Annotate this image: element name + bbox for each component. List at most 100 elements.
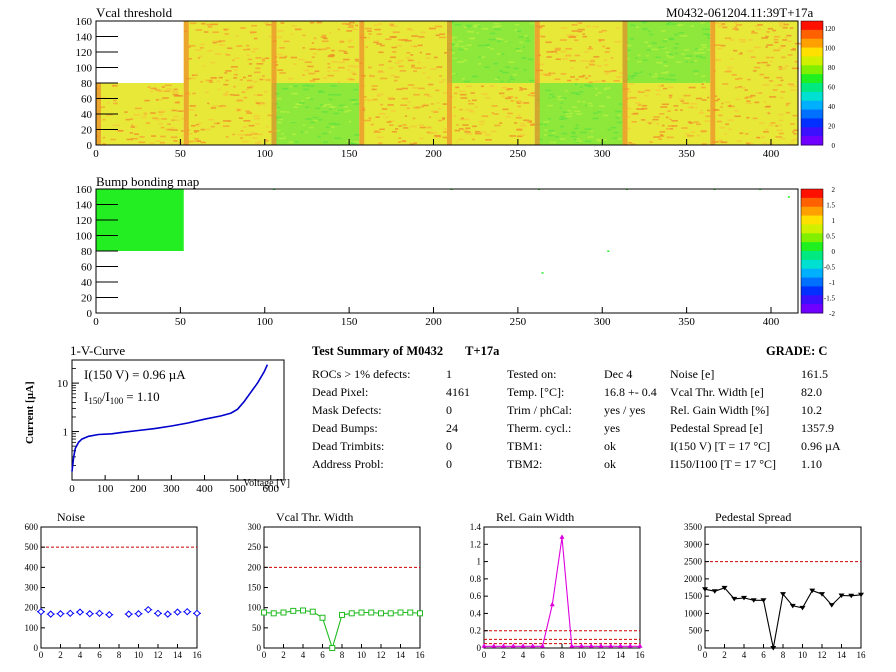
pixel-speckle [401,87,408,90]
test-row: Therm. cycl.: yes [507,419,657,437]
pixel-speckle [783,23,789,26]
roc-edge [534,21,540,83]
pixel-speckle [345,23,351,25]
pixel-speckle [385,116,389,119]
pixel-speckle [100,96,107,99]
gain-width-point [559,534,565,539]
pixel-speckle [343,58,350,61]
pixel-speckle [724,133,727,135]
pixel-speckle [575,141,580,143]
pixel-speckle [146,122,151,124]
pixel-speckle [177,110,184,112]
pixel-speckle [560,102,564,104]
pedestal-point [799,605,806,611]
pixel-speckle [420,31,426,34]
pixel-speckle [517,30,522,33]
pixel-speckle [675,61,682,63]
pixel-speckle [216,122,220,125]
pixel-speckle [793,132,797,135]
pixel-speckle [615,110,622,113]
pixel-speckle [736,140,742,142]
pixel-speckle [218,76,223,79]
roc-edge [183,83,189,145]
pixel-speckle [605,87,611,89]
bump-x-tick-label: 300 [594,316,611,328]
pixel-speckle [504,97,512,100]
pixel-speckle [580,86,583,88]
pixel-speckle [567,110,572,112]
pixel-speckle [343,50,347,53]
pixel-speckle [668,38,675,41]
vcal-width-frame [263,526,421,649]
gain-width-point [540,643,545,648]
pixel-speckle [764,35,769,38]
pixel-speckle [418,36,425,38]
pixel-speckle [403,127,409,129]
vcal-palette-cell [801,136,823,146]
pixel-speckle [746,116,750,119]
pedestal-title: Pedestal Spread [715,510,791,524]
bump-x-tick-label: 350 [678,316,695,328]
pixel-speckle [763,142,767,145]
pixel-speckle [578,75,584,78]
pixel-speckle [720,106,723,108]
pedestal-x-tick-label: 0 [703,650,708,660]
gain-width-y-tick-label: 0.4 [470,608,482,618]
iv-y-tick-label: 1 [63,427,69,439]
pixel-speckle [264,57,270,60]
pixel-speckle [129,132,134,134]
pixel-speckle [435,89,440,92]
pixel-speckle [225,79,229,82]
pixel-speckle [229,93,234,96]
pixel-speckle [766,105,771,108]
pixel-speckle [422,66,427,69]
pixel-speckle [641,107,648,110]
pixel-speckle [751,32,758,34]
pixel-speckle [287,77,294,80]
pedestal-point [731,596,738,602]
pixel-speckle [514,122,518,124]
pixel-speckle [577,30,583,33]
pixel-speckle [236,99,244,102]
pixel-speckle [687,135,694,137]
pixel-speckle [594,80,601,83]
pixel-speckle [629,83,634,85]
pixel-speckle [718,114,723,117]
pixel-speckle [249,30,256,33]
pixel-speckle [588,62,594,65]
pixel-speckle [780,91,786,93]
pixel-speckle [253,37,258,40]
pixel-speckle [721,102,724,105]
pixel-speckle [664,78,671,81]
pixel-speckle [685,60,689,63]
pixel-speckle [215,40,222,43]
pixel-speckle [276,97,282,100]
pixel-speckle [207,50,213,52]
pixel-speckle [574,127,579,130]
pixel-speckle [265,23,272,26]
pixel-speckle [464,80,471,83]
vcal-width-x-tick-label: 0 [262,650,267,660]
pixel-speckle [651,48,659,51]
pixel-speckle [304,61,312,63]
pixel-speckle [457,138,464,141]
pixel-speckle [642,104,647,107]
pixel-speckle [770,60,773,63]
pixel-speckle [249,132,256,134]
pixel-speckle [785,104,789,106]
pixel-speckle [438,107,441,110]
pixel-speckle [703,33,710,35]
pixel-speckle [318,119,323,121]
bump-palette-cell [801,304,823,314]
pixel-speckle [767,112,771,115]
pixel-speckle [427,95,433,98]
pixel-speckle [696,134,701,137]
pedestal-y-tick-label: 3500 [684,522,703,532]
bump-palette-cell [801,242,823,252]
bump-y-tick-label: 120 [76,215,93,227]
pixel-speckle [778,124,782,127]
pixel-speckle [668,37,674,40]
gain-width-y-tick-label: 1.4 [470,522,482,532]
pixel-speckle [479,123,484,126]
pixel-speckle [387,104,394,106]
